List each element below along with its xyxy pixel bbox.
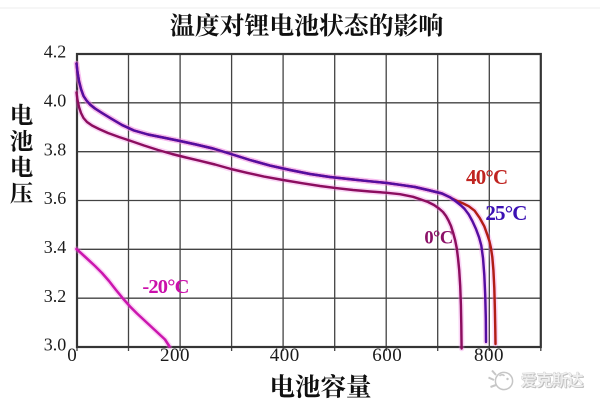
svg-text:200: 200 [160,345,190,366]
svg-text:3.4: 3.4 [44,237,67,257]
svg-text:3.8: 3.8 [44,139,67,159]
svg-text:600: 600 [372,345,402,366]
svg-text:400: 400 [270,345,300,366]
svg-text:800: 800 [474,345,504,366]
svg-text:40°C: 40°C [466,165,507,189]
svg-text:0: 0 [67,345,77,366]
svg-text:3.6: 3.6 [44,188,67,208]
svg-text:3.0: 3.0 [44,335,67,355]
svg-text:4.2: 4.2 [44,42,67,62]
svg-text:3.2: 3.2 [44,286,67,306]
svg-text:25°C: 25°C [485,201,526,225]
svg-text:0°C: 0°C [424,229,452,249]
svg-text:4.0: 4.0 [44,90,67,110]
svg-text:-20°C: -20°C [142,276,188,298]
